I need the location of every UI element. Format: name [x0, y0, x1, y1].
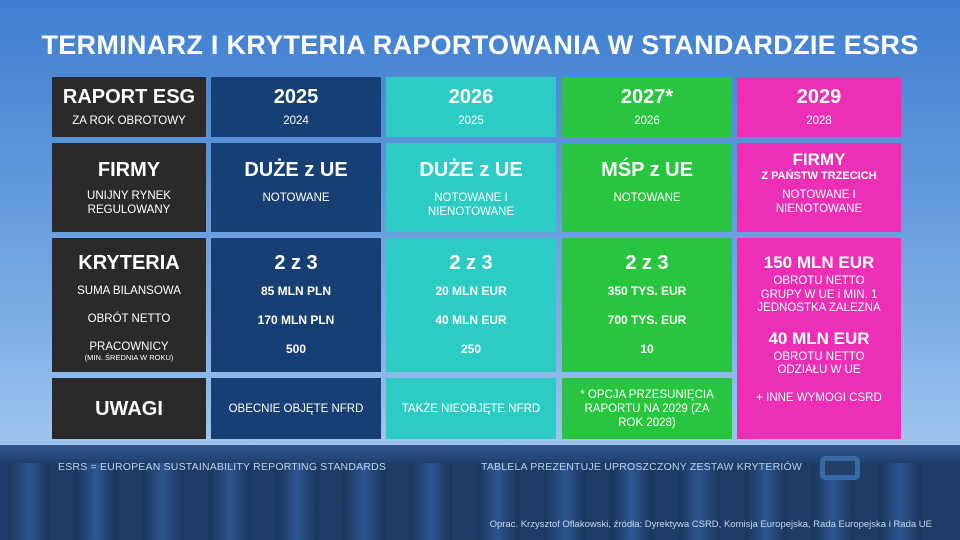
notes-2026: TAKŻE NIEOBJĘTE NFRD [386, 378, 556, 439]
firms-label: FIRMY [97, 159, 161, 181]
report-sublabel: ZA ROK OBROTOWY [72, 115, 186, 127]
fiscal-year: 2026 [634, 115, 660, 127]
criteria-item-note: (MIN. ŚREDNIA W ROKU) [84, 353, 174, 362]
note-text: OBECNIE OBJĘTE NFRD [228, 402, 364, 415]
criteria-value: 170 MLN PLN [257, 313, 335, 327]
criteria-2026: 2 z 3 20 MLN EUR 40 MLN EUR 250 [386, 238, 556, 372]
criteria-value: 350 TYS. EUR [607, 284, 687, 298]
criteria-2025: 2 z 3 85 MLN PLN 170 MLN PLN 500 [211, 238, 381, 372]
criteria-head: 2 z 3 [625, 252, 669, 274]
note-text: * OPCJA PRZESUNIĘCIA RAPORTU NA 2029 (ZA… [580, 388, 714, 429]
row-label-firms: FIRMY UNIJNY RYNEK REGULOWANY [52, 143, 206, 232]
criteria-head: 2 z 3 [449, 252, 493, 274]
container-rib [410, 463, 452, 540]
threshold-head: 40 MLN EUR [768, 328, 870, 348]
container-rib [879, 463, 921, 540]
firms-sublabel: UNIJNY RYNEK REGULOWANY [87, 190, 171, 216]
criteria-value: 700 TYS. EUR [607, 313, 687, 327]
firms-2026: DUŻE z UE NOTOWANE I NIENOTOWANE [386, 143, 556, 232]
year: 2029 [796, 86, 842, 108]
report-2025: 2025 2024 [211, 77, 381, 137]
extra-requirements: + INNE WYMOGI CSRD [756, 391, 882, 404]
criteria-item: SUMA BILANSOWA [77, 285, 181, 297]
criteria-2029: 150 MLN EUR OBROTU NETTO GRUPY W UE i MI… [737, 238, 901, 439]
threshold-text: OBROTU NETTO GRUPY W UE i MIN. 1 JEDNOST… [757, 275, 881, 314]
firm-note: NOTOWANE I NIENOTOWANE [427, 192, 515, 218]
row-label-criteria: KRYTERIA SUMA BILANSOWA OBRÓT NETTO PRAC… [52, 238, 206, 372]
firm-type-sub: Z PAŃSTW TRZECICH [761, 170, 877, 182]
firm-type: FIRMY [792, 150, 846, 169]
note-text: TAKŻE NIEOBJĘTE NFRD [401, 402, 541, 415]
year: 2027* [620, 86, 674, 108]
container-rib [209, 463, 251, 540]
container-rib [477, 463, 519, 540]
container-rib [745, 463, 787, 540]
container-corner-casting [820, 456, 860, 480]
criteria-item: PRACOWNICY [89, 341, 169, 353]
report-2027: 2027* 2026 [562, 77, 732, 137]
criteria-label: KRYTERIA [78, 252, 180, 274]
criteria-value: 20 MLN EUR [435, 284, 507, 298]
firm-note: NOTOWANE I NIENOTOWANE [775, 189, 863, 215]
firm-note: NOTOWANE [262, 192, 330, 204]
row-label-report: RAPORT ESG ZA ROK OBROTOWY [52, 77, 206, 137]
container-rail [0, 445, 960, 463]
container-rib [343, 463, 385, 540]
notes-label: UWAGI [95, 397, 163, 420]
criteria-value: 500 [285, 342, 307, 356]
report-2029: 2029 2028 [737, 77, 901, 137]
firm-note: NOTOWANE [613, 192, 681, 204]
container-rib [75, 463, 117, 540]
report-2026: 2026 2025 [386, 77, 556, 137]
container-rib [8, 463, 50, 540]
notes-2027: * OPCJA PRZESUNIĘCIA RAPORTU NA 2029 (ZA… [562, 378, 732, 439]
criteria-2027: 2 z 3 350 TYS. EUR 700 TYS. EUR 10 [562, 238, 732, 372]
container-rib [276, 463, 318, 540]
firm-type: DUŻE z UE [244, 159, 348, 181]
notes-2025: OBECNIE OBJĘTE NFRD [211, 378, 381, 439]
criteria-value: 250 [460, 342, 482, 356]
year: 2026 [448, 86, 494, 108]
page-title: TERMINARZ I KRYTERIA RAPORTOWANIA W STAN… [41, 30, 919, 60]
criteria-value: 85 MLN PLN [260, 284, 331, 298]
firms-2027: MŚP z UE NOTOWANE [562, 143, 732, 232]
criteria-head: 2 z 3 [274, 252, 318, 274]
firm-type: MŚP z UE [601, 159, 693, 181]
threshold-head: 150 MLN EUR [763, 253, 875, 272]
footer-credit: Oprac. Krzysztof Oflakowski, źródła: Dyr… [489, 519, 932, 530]
footer-table-note: TABLELA PREZENTUJE UPROSZCZONY ZESTAW KR… [481, 461, 802, 473]
report-label: RAPORT ESG [62, 86, 196, 108]
container-rib [544, 463, 586, 540]
criteria-item: OBRÓT NETTO [87, 313, 171, 325]
row-label-notes: UWAGI [52, 378, 206, 439]
firms-2029: FIRMY Z PAŃSTW TRZECICH NOTOWANE I NIENO… [737, 143, 901, 232]
fiscal-year: 2025 [458, 115, 484, 127]
threshold-text: OBROTU NETTO ODZIAŁU W UE [773, 350, 865, 377]
container-rib [611, 463, 653, 540]
firm-type: DUŻE z UE [419, 159, 523, 181]
firms-2025: DUŻE z UE NOTOWANE [211, 143, 381, 232]
fiscal-year: 2028 [806, 115, 832, 127]
criteria-value: 40 MLN EUR [435, 313, 507, 327]
fiscal-year: 2024 [283, 115, 309, 127]
footer-esrs-definition: ESRS = EUROPEAN SUSTAINABILITY REPORTING… [58, 461, 387, 473]
container-rib [678, 463, 720, 540]
container-rib [142, 463, 184, 540]
criteria-value: 10 [640, 342, 654, 356]
shipping-container-background [0, 445, 960, 540]
year: 2025 [273, 86, 319, 108]
